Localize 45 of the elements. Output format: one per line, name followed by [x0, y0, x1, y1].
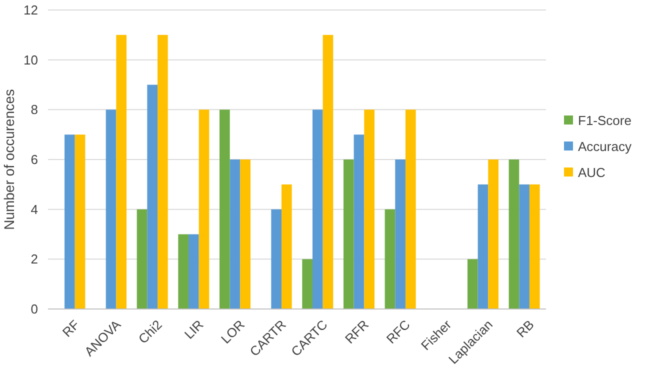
x-tick-label: RB	[513, 316, 537, 340]
y-tick-label: 4	[30, 202, 38, 217]
y-tick-label: 6	[30, 152, 38, 168]
bar	[467, 259, 478, 309]
bar	[74, 134, 86, 309]
bar	[384, 209, 396, 309]
bar	[508, 160, 520, 309]
bar	[395, 160, 406, 309]
bar	[147, 84, 158, 309]
bar	[188, 234, 199, 309]
y-tick-label: 12	[24, 2, 38, 18]
y-tick-label: 10	[24, 52, 38, 68]
bar	[519, 184, 530, 309]
bar	[282, 184, 292, 309]
bar	[198, 110, 210, 309]
bar	[230, 160, 240, 309]
bar	[529, 184, 540, 309]
x-tick-label: LIR	[181, 316, 206, 342]
y-tick-label: 2	[30, 252, 38, 267]
legend-label: AUC	[578, 165, 606, 180]
bar	[64, 134, 75, 309]
bar	[106, 110, 116, 309]
legend-label: F1-Score	[578, 113, 632, 128]
y-tick-label: 8	[30, 102, 38, 118]
bar	[405, 110, 416, 309]
bar	[488, 160, 498, 309]
bar	[136, 209, 148, 309]
bar	[178, 234, 189, 309]
bar	[116, 34, 127, 309]
bar	[364, 110, 374, 309]
bar	[322, 34, 334, 309]
bar	[478, 184, 488, 309]
bar	[312, 110, 323, 309]
bar	[240, 160, 251, 309]
bar	[343, 160, 354, 309]
bar	[271, 209, 282, 309]
legend-label: Accuracy	[578, 139, 632, 154]
bar	[220, 110, 230, 309]
bar	[354, 134, 364, 309]
x-tick-label: Chi2	[135, 316, 165, 346]
y-tick-label: 0	[30, 302, 38, 317]
bar	[158, 34, 168, 309]
bar	[302, 259, 312, 309]
y-axis-title: Number of occurences	[1, 89, 17, 230]
x-tick-label: RF	[59, 316, 82, 340]
